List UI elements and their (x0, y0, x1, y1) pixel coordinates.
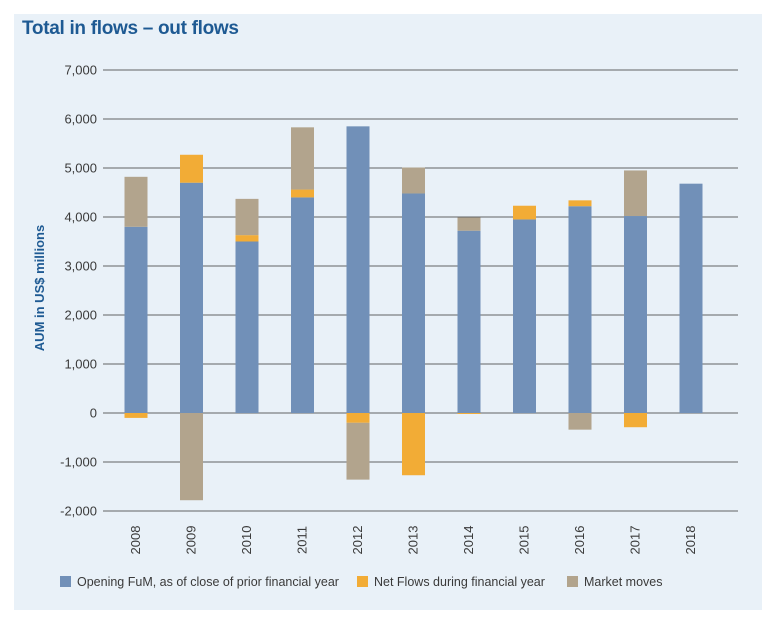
bar-segment (568, 200, 592, 207)
bar-segment (513, 205, 536, 220)
bar-segment (457, 413, 481, 414)
y-tick-label: 2,000 (64, 308, 97, 323)
bar-segment (291, 127, 314, 190)
bar-segment (124, 413, 148, 418)
bar-segment (568, 206, 592, 413)
legend-swatch (357, 576, 368, 587)
bar-segment (568, 413, 592, 430)
x-tick-label: 2013 (406, 526, 421, 555)
bar-segment (235, 198, 259, 236)
x-tick-label: 2018 (683, 526, 698, 555)
bar-segment (457, 217, 481, 231)
y-tick-label: -2,000 (60, 504, 97, 519)
bar-segment (346, 413, 370, 423)
bar-segment (180, 413, 203, 501)
legend-swatch (60, 576, 71, 587)
y-tick-label: 1,000 (64, 357, 97, 372)
legend-label: Market moves (584, 575, 663, 589)
y-tick-label: 5,000 (64, 161, 97, 176)
bar-segment (457, 230, 481, 413)
bar-segment (624, 216, 647, 413)
bar-segment (402, 413, 425, 476)
y-tick-label: 0 (90, 406, 97, 421)
y-tick-label: -1,000 (60, 455, 97, 470)
bar-segment (235, 235, 259, 242)
bar-segment (180, 154, 203, 183)
x-tick-label: 2014 (461, 526, 476, 555)
bar-segment (346, 126, 370, 413)
x-tick-label: 2008 (128, 526, 143, 555)
x-tick-label: 2011 (295, 526, 310, 554)
x-tick-label: 2017 (628, 526, 643, 555)
legend-swatch (567, 576, 578, 587)
bar-segment (180, 182, 203, 413)
legend-label: Net Flows during financial year (374, 575, 545, 589)
y-tick-label: 3,000 (64, 259, 97, 274)
bar-segment (402, 167, 425, 194)
bar-segment (679, 183, 703, 413)
bar-segment (124, 176, 148, 227)
x-tick-label: 2012 (350, 526, 365, 555)
x-tick-label: 2016 (572, 526, 587, 555)
bar-segment (513, 219, 536, 413)
y-axis-label: AUM in US$ millions (32, 225, 47, 351)
bar-segment (291, 189, 314, 198)
y-tick-label: 6,000 (64, 112, 97, 127)
bar-segment (346, 422, 370, 480)
bar-segment (235, 241, 259, 413)
x-tick-label: 2015 (517, 526, 532, 555)
bar-segment (624, 413, 647, 428)
bar-segment (402, 193, 425, 413)
bar-segment (624, 170, 647, 217)
x-tick-label: 2009 (184, 526, 199, 555)
legend-label: Opening FuM, as of close of prior financ… (77, 575, 339, 589)
y-tick-label: 4,000 (64, 210, 97, 225)
y-tick-label: 7,000 (64, 63, 97, 78)
chart-title: Total in flows – out flows (22, 18, 239, 39)
bar-segment (291, 197, 314, 413)
x-tick-label: 2010 (239, 526, 254, 555)
bar-segment (124, 226, 148, 413)
